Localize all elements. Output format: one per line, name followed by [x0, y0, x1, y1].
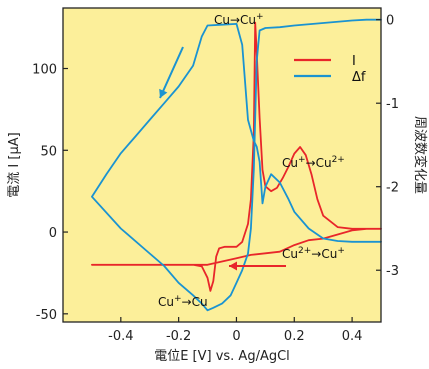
- reaction-label: Cu+→Cu2+: [282, 155, 345, 170]
- ticks-layer: -0.4 -0.2 0 0.2 0.4 -50 0 50 100 0 -1 -2 -3: [32, 14, 399, 344]
- reaction-superscript: 2+: [332, 155, 345, 165]
- scan-arrow-delta-f-head: [159, 88, 168, 98]
- x-tick-label: 0: [232, 329, 240, 344]
- y-tick-label: 0: [49, 226, 57, 241]
- reaction-superscript: +: [174, 294, 182, 304]
- x-axis-title: 電位E [V] vs. Ag/AgCl: [154, 349, 290, 364]
- y2-tick-label: 0: [386, 14, 394, 29]
- scan-arrow-delta-f: [159, 46, 184, 99]
- reaction-label: Cu→Cu+: [214, 12, 264, 27]
- reaction-text: →Cu: [311, 247, 337, 261]
- legend: IΔf: [294, 54, 366, 85]
- reaction-text: Cu: [158, 295, 174, 309]
- y2-tick-label: -2: [386, 181, 399, 196]
- reaction-text: Cu→Cu: [214, 13, 256, 27]
- reaction-label: Cu2+→Cu+: [282, 246, 345, 261]
- reaction-superscript: +: [298, 155, 306, 165]
- annotations-layer: Cu→Cu+Cu+→Cu2+Cu2+→Cu+Cu+→Cu: [158, 12, 345, 309]
- scan-arrow-delta-f-shaft: [159, 46, 184, 99]
- reaction-text: Cu: [282, 247, 298, 261]
- y2-tick-label: -3: [386, 264, 399, 279]
- y-tick-label: 100: [32, 63, 57, 78]
- legend-label: I: [352, 54, 356, 69]
- arrows-layer: [159, 46, 286, 271]
- reaction-label: Cu+→Cu: [158, 294, 208, 309]
- scan-arrow-current-head: [229, 261, 237, 271]
- legend-label: Δf: [352, 70, 366, 85]
- y-axis-title: 電流 I [μA]: [7, 132, 22, 197]
- series-line-delta-f: [91, 18, 382, 312]
- scan-arrow-current: [229, 261, 286, 271]
- x-tick-label: 0.4: [342, 329, 363, 344]
- plot-background: [63, 8, 381, 322]
- curves-layer: [91, 18, 382, 312]
- y-tick-label: 50: [40, 144, 57, 159]
- reaction-text: →Cu: [306, 156, 332, 170]
- reaction-superscript: +: [337, 246, 345, 256]
- x-tick-label: -0.2: [166, 329, 191, 344]
- y2-tick-label: -1: [386, 97, 399, 112]
- reaction-superscript: +: [256, 12, 264, 22]
- y-tick-label: -50: [36, 308, 57, 323]
- x-tick-label: -0.4: [108, 329, 133, 344]
- series-line-current: [91, 21, 382, 292]
- y2-axis-title: 周波数変化量: [412, 116, 428, 194]
- reaction-text: →Cu: [182, 295, 208, 309]
- reaction-superscript: 2+: [298, 246, 311, 256]
- x-tick-label: 0.2: [284, 329, 305, 344]
- reaction-text: Cu: [282, 156, 298, 170]
- plot-frame: [62, 7, 382, 323]
